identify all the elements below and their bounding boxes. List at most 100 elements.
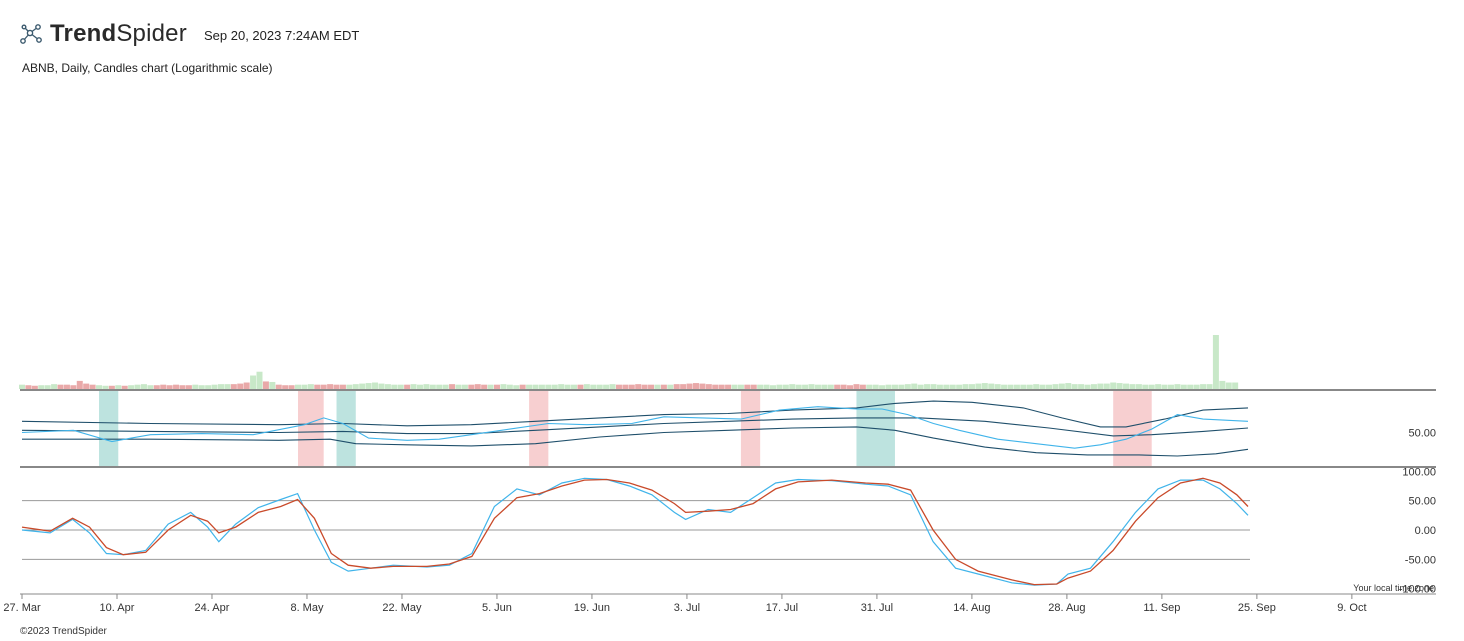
volume-bar [968, 384, 975, 389]
volume-bar [333, 384, 340, 389]
volume-bar [147, 385, 154, 389]
volume-bar [885, 384, 892, 389]
volume-bar [108, 385, 115, 389]
volume-bar [256, 371, 263, 389]
volume-bar [782, 384, 789, 389]
volume-bar [1167, 384, 1174, 389]
volume-bar [166, 385, 173, 389]
molecule-icon [20, 24, 42, 44]
volume-bar [307, 384, 314, 389]
axes: 151.20135.53121.48108.8897.6087.48141.85… [3, 428, 1436, 614]
volume-bar [224, 384, 231, 389]
stoch-d-line [21, 477, 1249, 586]
volume-bar [641, 384, 648, 389]
x-tick-label: 3. Jul [674, 602, 700, 614]
volume-bar [1033, 384, 1040, 389]
rsi-signal-zone [529, 391, 549, 466]
volume-bar [25, 385, 32, 389]
volume-bar [429, 384, 436, 389]
volume-bar [904, 384, 911, 389]
volume-bar [1155, 384, 1162, 389]
volume-bar [635, 384, 642, 389]
volume-bar [692, 383, 699, 389]
volume-bar [879, 385, 886, 389]
volume-bar [1110, 382, 1117, 389]
volume-bar [802, 384, 809, 389]
stochastic-panel [21, 477, 1250, 586]
volume-bar [230, 384, 237, 389]
volume-bar [128, 385, 135, 389]
volume-bar [1193, 384, 1200, 389]
x-tick-label: 27. Mar [3, 602, 41, 614]
rsi-line [21, 406, 1249, 449]
volume-bar [660, 384, 667, 389]
volume-bar [474, 384, 481, 389]
x-tick-label: 17. Jul [766, 602, 798, 614]
volume-bar [1058, 383, 1065, 389]
volume-bar [506, 384, 513, 389]
rsi-band-lower [22, 426, 1249, 457]
copyright-footer: ©2023 TrendSpider [20, 626, 107, 637]
volume-bar [397, 384, 404, 389]
volume-bar [770, 385, 777, 389]
volume-bar [866, 384, 873, 389]
volume-bar [1142, 384, 1149, 389]
volume-bar [526, 384, 533, 389]
volume-bar [44, 385, 51, 389]
volume-bar [673, 384, 680, 389]
volume-bar [205, 385, 212, 389]
volume-bar [442, 384, 449, 389]
volume-bar [198, 385, 205, 389]
volume-bar [481, 384, 488, 389]
volume-bar [295, 384, 302, 389]
volume-bar [538, 384, 545, 389]
volume-bar [1065, 383, 1072, 389]
volume-bar [449, 384, 456, 389]
x-tick-label: 19. Jun [574, 602, 610, 614]
brand-logo[interactable]: TrendSpider [18, 20, 187, 48]
volume-bar [1174, 384, 1181, 389]
volume-bar [262, 381, 269, 389]
volume-bar [1225, 382, 1232, 389]
volume-bar [827, 384, 834, 389]
volume-bar [275, 384, 282, 389]
volume-bar [891, 384, 898, 389]
volume-bar [1116, 383, 1123, 389]
rsi-panel [20, 391, 1436, 468]
stoch-tick-label: 0.00 [1415, 525, 1436, 537]
volume-bar [853, 384, 860, 389]
x-tick-label: 10. Apr [100, 602, 135, 614]
volume-bar [282, 385, 289, 389]
volume-bar [1212, 335, 1219, 389]
volume-bar [590, 384, 597, 389]
rsi-signal-zone [336, 391, 356, 466]
volume-bar [51, 384, 58, 389]
volume-bar [461, 384, 468, 389]
stoch-k-line [21, 477, 1249, 586]
rsi-signal-zone [1113, 391, 1152, 466]
volume-bar [699, 383, 706, 389]
volume-bar [564, 384, 571, 389]
volume-bar [571, 384, 578, 389]
x-tick-label: 28. Aug [1048, 602, 1085, 614]
volume-bar [654, 384, 661, 389]
volume-bar [930, 384, 937, 389]
volume-bar [1206, 384, 1213, 389]
stoch-tick-label: 100.00 [1402, 466, 1436, 478]
volume-bar [603, 384, 610, 389]
volume-bar [583, 384, 590, 389]
volume-bar [185, 385, 192, 389]
chart-subtitle: ABNB, Daily, Candles chart (Logarithmic … [22, 61, 273, 75]
volume-bar [1090, 384, 1097, 389]
volume-bar [808, 384, 815, 389]
volume-bar [943, 384, 950, 389]
volume-bar [500, 384, 507, 389]
volume-bar [1232, 382, 1239, 389]
volume-bar [628, 384, 635, 389]
volume-bar [757, 384, 764, 389]
volume-bar [493, 384, 500, 389]
volume-bar [243, 382, 250, 389]
volume-bar [532, 384, 539, 389]
volume-bar [70, 385, 77, 389]
